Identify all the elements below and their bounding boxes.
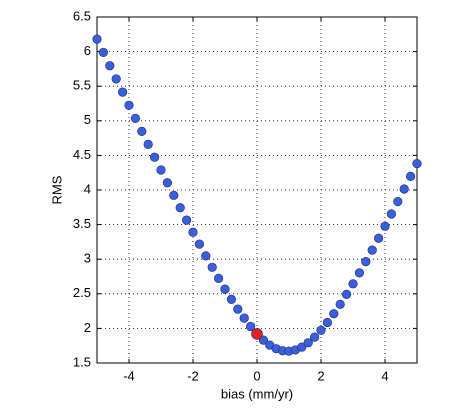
data-point (239, 313, 249, 323)
data-point (143, 139, 153, 149)
data-point (214, 273, 224, 283)
data-point (124, 100, 134, 110)
data-point (310, 332, 320, 342)
data-point (367, 245, 377, 255)
data-point (156, 165, 166, 175)
data-point (182, 215, 192, 225)
data-point (251, 328, 263, 340)
y-tick-label: 4 (84, 181, 91, 196)
x-tick-label: 2 (317, 368, 324, 383)
data-point (348, 279, 358, 289)
data-point (316, 325, 326, 335)
y-tick-label: 3.5 (73, 216, 91, 231)
data-point (220, 284, 230, 294)
data-point (361, 257, 371, 267)
data-point (412, 159, 422, 169)
x-axis-label: bias (mm/yr) (221, 386, 293, 401)
x-tick-label: 0 (253, 368, 260, 383)
data-point (374, 233, 384, 243)
x-tick-label: -2 (187, 368, 199, 383)
data-point (201, 251, 211, 261)
y-tick-label: 2 (84, 320, 91, 335)
y-tick-label: 2.5 (73, 285, 91, 300)
data-point (150, 152, 160, 162)
data-point (386, 209, 397, 219)
y-tick-label: 4.5 (73, 147, 91, 162)
data-point (393, 196, 403, 207)
data-point (98, 47, 108, 58)
data-point (117, 87, 128, 97)
data-point (329, 309, 339, 319)
data-point (335, 299, 345, 309)
x-tick-label: -4 (123, 368, 135, 383)
y-tick-label: 6.5 (73, 8, 91, 23)
y-tick-label: 5 (84, 112, 91, 127)
data-point (111, 74, 121, 84)
y-tick-label: 6 (84, 43, 91, 58)
data-point (226, 294, 236, 305)
data-point (342, 289, 352, 299)
data-point (399, 184, 409, 194)
data-point (207, 262, 217, 272)
data-point (162, 178, 172, 188)
data-point (322, 317, 333, 328)
y-tick-label: 3 (84, 251, 91, 266)
data-point (92, 34, 102, 44)
data-point (246, 321, 256, 332)
data-point (258, 335, 269, 345)
data-point (130, 113, 140, 123)
data-point (233, 304, 243, 314)
x-tick-label: 4 (381, 368, 388, 383)
data-point (303, 338, 313, 348)
y-tick-label: 5.5 (73, 78, 91, 93)
data-point (169, 190, 179, 200)
data-point (406, 171, 416, 181)
data-point (137, 126, 147, 136)
data-point (188, 227, 198, 237)
data-point (105, 61, 115, 71)
data-point (354, 268, 365, 278)
data-point (194, 239, 204, 249)
data-point (175, 203, 185, 213)
y-axis-label: RMS (49, 175, 64, 204)
y-tick-label: 1.5 (73, 354, 91, 369)
data-point (380, 221, 390, 231)
data-point (297, 342, 307, 352)
